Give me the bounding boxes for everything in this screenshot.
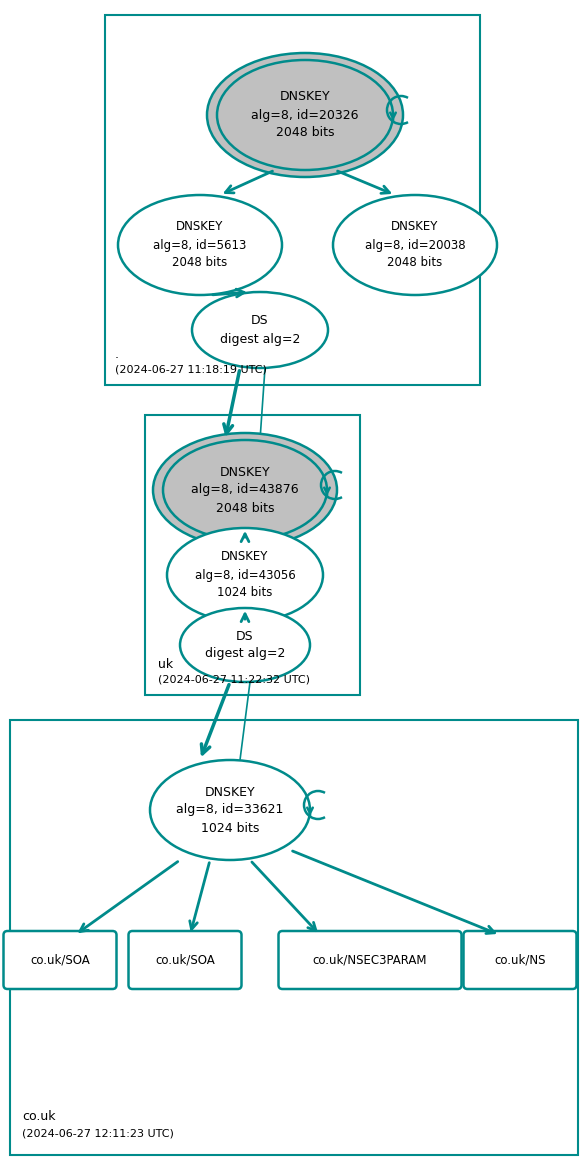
Text: DS
digest alg=2: DS digest alg=2 — [220, 314, 300, 346]
Text: DNSKEY
alg=8, id=20038
2048 bits: DNSKEY alg=8, id=20038 2048 bits — [365, 221, 465, 270]
FancyBboxPatch shape — [4, 931, 116, 989]
Ellipse shape — [167, 528, 323, 622]
Ellipse shape — [333, 195, 497, 294]
Text: (2024-06-27 12:11:23 UTC): (2024-06-27 12:11:23 UTC) — [22, 1128, 174, 1138]
Text: DS
digest alg=2: DS digest alg=2 — [205, 630, 285, 660]
Text: co.uk/NS: co.uk/NS — [495, 954, 546, 967]
Text: co.uk/NSEC3PARAM: co.uk/NSEC3PARAM — [313, 954, 427, 967]
Ellipse shape — [217, 60, 393, 170]
Text: DNSKEY
alg=8, id=43056
1024 bits: DNSKEY alg=8, id=43056 1024 bits — [195, 550, 295, 599]
Text: co.uk/SOA: co.uk/SOA — [30, 954, 90, 967]
Bar — [105, 15, 480, 385]
FancyBboxPatch shape — [463, 931, 576, 989]
Ellipse shape — [207, 53, 403, 177]
Bar — [10, 720, 578, 1155]
Text: DNSKEY
alg=8, id=5613
2048 bits: DNSKEY alg=8, id=5613 2048 bits — [153, 221, 247, 270]
Text: (2024-06-27 11:22:32 UTC): (2024-06-27 11:22:32 UTC) — [158, 674, 310, 684]
Ellipse shape — [118, 195, 282, 294]
Text: .: . — [115, 348, 119, 361]
FancyBboxPatch shape — [279, 931, 462, 989]
Text: (2024-06-27 11:18:19 UTC): (2024-06-27 11:18:19 UTC) — [115, 364, 267, 374]
Text: DNSKEY
alg=8, id=43876
2048 bits: DNSKEY alg=8, id=43876 2048 bits — [191, 466, 299, 515]
Ellipse shape — [150, 760, 310, 860]
Text: DNSKEY
alg=8, id=33621
1024 bits: DNSKEY alg=8, id=33621 1024 bits — [176, 786, 283, 834]
Ellipse shape — [180, 608, 310, 682]
Ellipse shape — [163, 440, 327, 540]
Text: co.uk/SOA: co.uk/SOA — [155, 954, 215, 967]
Text: DNSKEY
alg=8, id=20326
2048 bits: DNSKEY alg=8, id=20326 2048 bits — [251, 90, 359, 140]
Text: uk: uk — [158, 658, 173, 671]
Bar — [145, 415, 360, 694]
FancyBboxPatch shape — [129, 931, 242, 989]
Ellipse shape — [153, 433, 337, 547]
Ellipse shape — [192, 292, 328, 368]
Text: co.uk: co.uk — [22, 1110, 55, 1123]
